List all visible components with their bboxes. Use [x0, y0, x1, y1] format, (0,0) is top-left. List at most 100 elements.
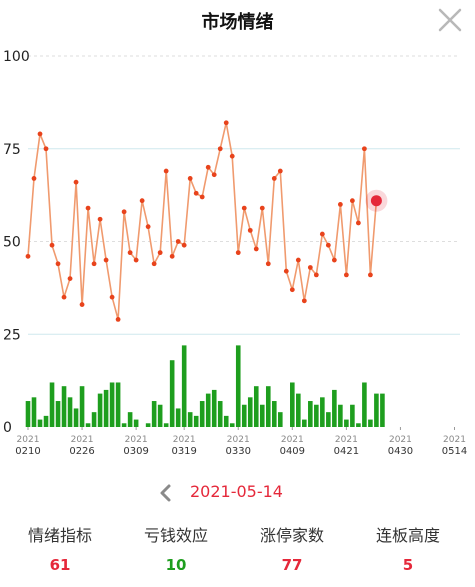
y-tick-label: 75 [3, 142, 21, 158]
bar [241, 404, 247, 427]
bar [169, 360, 175, 427]
stat-label: 亏钱效应 [143, 526, 208, 545]
data-point [151, 261, 157, 267]
data-point [97, 216, 103, 222]
data-point [139, 198, 145, 204]
bar [320, 397, 325, 427]
data-point [265, 261, 271, 267]
bar [296, 393, 301, 427]
data-point [325, 242, 331, 248]
bar [97, 393, 103, 427]
bar [211, 389, 217, 427]
selected-date: 2021-05-14 [190, 482, 283, 501]
bar [37, 419, 43, 427]
bar [43, 415, 49, 427]
data-point [79, 302, 85, 307]
stat-label: 连板高度 [375, 526, 440, 545]
data-point [199, 194, 205, 200]
data-point [247, 227, 253, 233]
bar [73, 408, 79, 427]
x-tick-year: 2021 [443, 435, 466, 445]
x-tick-year: 2021 [173, 435, 196, 445]
page-title: 市场情绪 [201, 12, 274, 33]
bar [67, 397, 73, 427]
bar [91, 412, 97, 427]
sentiment-chart[interactable]: 1007550250202102102021022620210309202103… [0, 40, 475, 465]
chevron-left-icon [160, 484, 171, 502]
close-x-icon [438, 8, 462, 32]
bar [163, 423, 169, 427]
data-point [169, 253, 175, 259]
x-tick-year: 2021 [125, 435, 148, 445]
bar [127, 412, 133, 427]
data-point [55, 261, 61, 267]
x-tick-date: 0330 [226, 446, 251, 457]
data-point [127, 250, 133, 256]
bar [109, 382, 115, 427]
bar [61, 386, 67, 427]
bar [235, 345, 241, 427]
bar [229, 423, 235, 427]
data-point [301, 298, 307, 304]
x-tick-date: 0421 [334, 446, 359, 457]
data-point [241, 205, 247, 211]
data-point [145, 224, 151, 230]
bar [302, 419, 307, 427]
bar [350, 404, 355, 427]
data-point [133, 257, 139, 263]
bar [223, 415, 229, 427]
x-tick-year: 2021 [335, 435, 358, 445]
close-button[interactable] [437, 7, 463, 33]
previous-date-button[interactable] [156, 483, 176, 503]
highlight-point [370, 195, 382, 207]
bar [31, 397, 37, 427]
bar [253, 386, 259, 427]
data-point [229, 153, 235, 159]
bar [181, 345, 187, 427]
data-point [85, 205, 91, 211]
bar [265, 386, 271, 427]
bar [85, 423, 91, 427]
data-point [223, 120, 229, 126]
stat-label: 涨停家数 [259, 526, 324, 545]
bar [193, 415, 199, 427]
bar [145, 423, 151, 427]
bar [175, 408, 181, 427]
bar [79, 386, 85, 427]
x-tick-year: 2021 [389, 435, 412, 445]
data-point [307, 265, 313, 270]
data-point [109, 294, 115, 300]
bar [277, 412, 283, 427]
data-point [31, 176, 37, 181]
data-point [163, 168, 169, 174]
bar [199, 401, 205, 427]
bar [326, 412, 331, 427]
bar [25, 401, 31, 427]
bar [133, 419, 139, 427]
data-point [295, 257, 301, 263]
stat-value: 5 [402, 556, 414, 574]
data-point [37, 131, 43, 137]
x-tick-date: 0430 [388, 446, 413, 457]
data-point [331, 257, 337, 263]
y-tick-label: 100 [3, 49, 30, 65]
x-tick-year: 2021 [227, 435, 250, 445]
data-point [355, 220, 361, 226]
x-tick-date: 0514 [442, 446, 467, 457]
bar [247, 397, 253, 427]
data-point [289, 287, 295, 293]
bar [356, 423, 361, 427]
stat-consecutive-height: 连板高度 5 [349, 522, 467, 574]
data-point [115, 317, 121, 322]
bar [290, 382, 295, 427]
bar [151, 401, 157, 427]
data-point [193, 190, 199, 196]
data-point [283, 268, 289, 274]
data-point [253, 246, 259, 252]
y-tick-label: 50 [3, 235, 21, 251]
data-point [211, 172, 217, 178]
data-point [313, 272, 319, 278]
data-point [43, 146, 49, 152]
bar [362, 382, 367, 427]
bar [103, 389, 109, 427]
